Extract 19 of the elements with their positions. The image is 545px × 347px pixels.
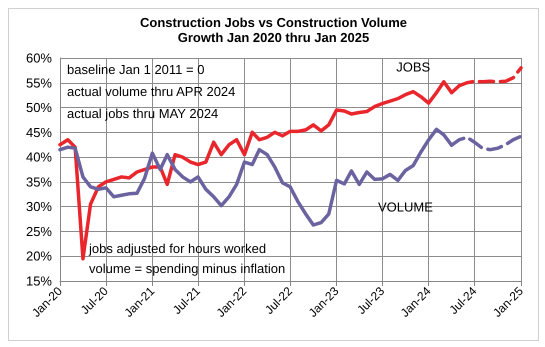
y-tick-label: 55% (26, 75, 52, 90)
y-tick-label: 50% (26, 100, 52, 116)
annotation: actual jobs thru MAY 2024 (67, 106, 218, 121)
annotation: baseline Jan 1 2011 = 0 (67, 62, 204, 77)
chart-title: Construction Jobs vs Construction Volume (140, 15, 408, 30)
series-label: JOBS (396, 60, 431, 75)
y-tick-label: 40% (26, 150, 52, 165)
y-tick-label: 15% (26, 274, 52, 288)
series-label: VOLUME (378, 199, 434, 214)
y-tick-label: 25% (26, 224, 52, 239)
y-tick-label: 60% (26, 50, 52, 66)
annotation: jobs adjusted for hours worked (88, 241, 266, 256)
annotation: actual volume thru APR 2024 (67, 84, 236, 99)
y-tick-label: 20% (26, 248, 52, 264)
chart-subtitle: Growth Jan 2020 thru Jan 2025 (178, 30, 370, 45)
annotation: volume = spending minus inflation (89, 261, 286, 276)
y-tick-label: 30% (26, 199, 52, 214)
y-tick-label: 45% (26, 124, 52, 140)
y-tick-label: 35% (26, 174, 52, 190)
